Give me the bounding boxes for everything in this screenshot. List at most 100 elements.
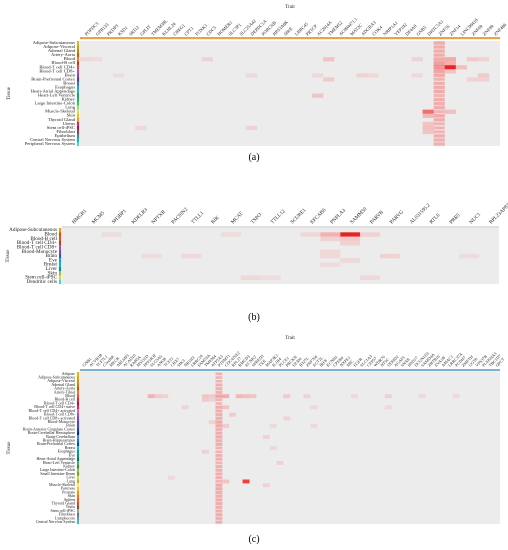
- heatmap-cell: [466, 77, 479, 82]
- heatmap-cell: [222, 423, 230, 428]
- panel-c-heatmap: AdiposeAdipose-SubcutaneousAdipose-Visce…: [7, 336, 506, 525]
- tissue-color-strip: [77, 468, 80, 473]
- trait-column-label: GNB5: [415, 24, 428, 37]
- heatmap-cell: [80, 57, 92, 62]
- tissue-row-label: Large Intestine-Colon: [40, 467, 75, 472]
- highlight-cell: [215, 391, 223, 394]
- heatmap-cell: [312, 73, 324, 78]
- tissue-row-label: Brain-Prefrontal Cortex: [37, 441, 75, 446]
- tissue-color-strip: [59, 271, 62, 276]
- heatmap-cell: [161, 394, 169, 399]
- tissue-row-label: Adipose-Subcutaneous: [38, 374, 75, 379]
- heatmap-cell: [260, 275, 281, 280]
- tissue-color-strip: [77, 101, 80, 106]
- trait-column-label: CEP57: [366, 356, 378, 368]
- highlight-cell: [215, 520, 223, 524]
- trait-column-label: SNX8: [400, 357, 411, 368]
- trait-column-label: CBX7: [169, 357, 180, 368]
- highlight-cell: [215, 424, 223, 428]
- highlight-cell: [215, 480, 223, 483]
- tissue-row-label: Stem cell-iPSC: [50, 508, 75, 513]
- tissue-row-label: Brain: [65, 72, 76, 77]
- heatmap-cell: [135, 125, 147, 131]
- heatmap-cell: [444, 57, 456, 62]
- highlight-cell: [433, 77, 445, 81]
- tissue-color-strip: [77, 472, 80, 476]
- tissue-color-strip: [77, 501, 80, 506]
- tissue-color-strip: [77, 97, 80, 102]
- trait-column-label: SKI12: [128, 24, 141, 37]
- tissue-row-label: Muscle-Skeletal: [49, 482, 76, 487]
- heatmap-cell: [249, 394, 257, 399]
- tissue-row-label: Breast: [44, 262, 58, 268]
- tissue-row-label: Liver: [66, 475, 75, 480]
- highlight-cell: [215, 417, 223, 420]
- trait-column-label: MCM5: [91, 210, 106, 225]
- heatmap-cell: [201, 394, 209, 399]
- heatmap-cell: [91, 57, 103, 62]
- heatmap-cell: [242, 479, 250, 484]
- highlight-cell: [215, 439, 223, 442]
- highlight-cell: [433, 110, 445, 114]
- heatmap-cell: [444, 61, 456, 66]
- trait-column-label: NPTXR: [151, 209, 168, 226]
- highlight-cell: [433, 41, 445, 45]
- tissue-color-strip: [77, 420, 80, 425]
- heatmap-cell: [444, 109, 456, 114]
- heatmap-cell: [418, 394, 426, 399]
- trait-column-label: TTLL12: [270, 208, 287, 225]
- heatmap-cell: [269, 423, 277, 428]
- highlight-cell: [215, 502, 223, 505]
- y-axis-title: Tissue: [7, 86, 12, 100]
- tissue-row-label: Testis: [66, 504, 76, 509]
- tissue-color-strip: [59, 232, 62, 237]
- heatmap-cell: [300, 232, 321, 237]
- heatmap-cell: [477, 77, 490, 82]
- tissue-color-strip: [59, 279, 62, 285]
- tissue-color-strip: [77, 137, 80, 143]
- tissue-color-strip: [77, 93, 80, 98]
- tissue-color-strip: [77, 81, 80, 86]
- heatmap-cell: [323, 57, 335, 62]
- tissue-row-label: Brain-Prefrontal Cortex: [31, 76, 75, 81]
- tissue-row-label: Central Nervous System: [36, 519, 76, 524]
- tissue-row-label: Large Intestine-Colon: [35, 101, 76, 106]
- tissue-color-strip: [59, 236, 62, 242]
- highlight-cell: [433, 69, 445, 73]
- tissue-row-label: Skin: [47, 270, 57, 276]
- tissue-row-label: Adipose-Subcutaneous: [33, 40, 76, 45]
- heatmap-cell: [422, 109, 434, 114]
- heatmap-cell: [320, 249, 341, 255]
- tissue-row-label: Lymphocyte: [55, 515, 75, 520]
- tissue-row-label: Blood-B cell: [30, 236, 57, 242]
- trait-column-label: HMGB1: [71, 208, 88, 225]
- heatmap-cell: [384, 394, 392, 399]
- tissue-row-label: Artery-Aorta: [54, 386, 75, 391]
- highlight-cell: [215, 376, 223, 379]
- tissue-row-label: Blood-T cell CD4+ activated: [28, 408, 75, 413]
- tissue-row-label: Brain: [66, 423, 75, 428]
- trait-column-label: IL1R4: [271, 356, 283, 368]
- tissue-color-strip: [77, 394, 80, 399]
- tissue-row-label: Stem cell-iPSC: [25, 275, 57, 281]
- tissue-row-label: Eye: [69, 452, 75, 457]
- highlight-cell: [215, 509, 223, 513]
- heatmap-cell: [455, 65, 468, 70]
- trait-column-label: NUC1: [468, 211, 482, 225]
- heatmap-cell: [459, 253, 480, 259]
- heatmap-cell: [222, 405, 230, 410]
- trait-color-bar: [80, 369, 500, 372]
- heatmap-cell: [411, 73, 423, 78]
- highlight-cell: [215, 446, 223, 450]
- highlight-cell: [433, 53, 445, 57]
- tissue-color-strip: [77, 141, 80, 147]
- tissue-color-strip: [77, 479, 80, 484]
- highlight-cell: [215, 402, 223, 405]
- tissue-color-strip: [77, 442, 80, 447]
- heatmap-cell: [422, 129, 434, 135]
- trait-column-label: PNPLA3: [329, 207, 347, 225]
- highlight-cell: [433, 122, 445, 126]
- heatmap-cell: [245, 125, 258, 131]
- heatmap-cell: [201, 449, 209, 454]
- tissue-color-strip: [77, 512, 80, 517]
